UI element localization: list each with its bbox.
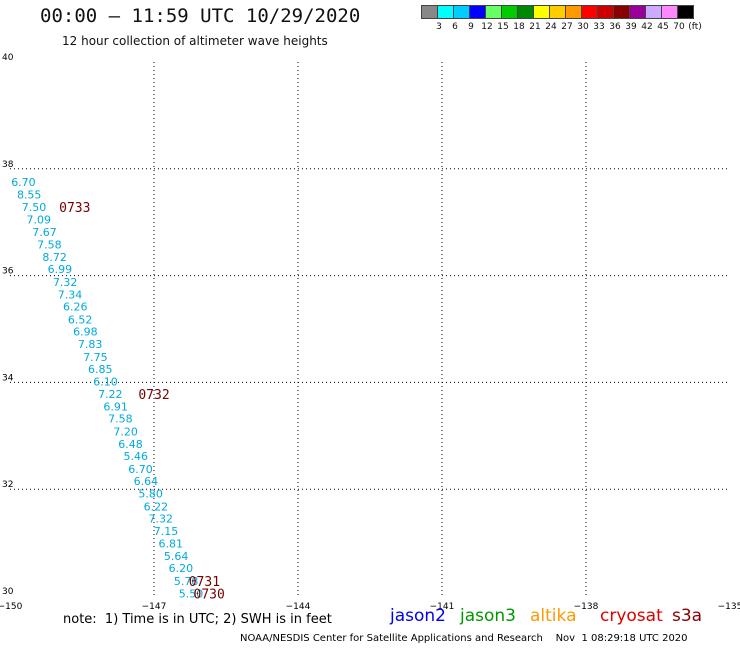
x-tick-label: −135 xyxy=(718,602,740,612)
legend-label: 36 xyxy=(609,22,621,32)
wave-height-point: 7.32 xyxy=(53,276,78,289)
satellite-label-altika: altika xyxy=(530,606,577,626)
wave-height-point: 5.80 xyxy=(138,487,163,500)
satellite-label-jason3: jason3 xyxy=(460,606,516,626)
legend-label: 21 xyxy=(529,22,541,32)
legend-label: 18 xyxy=(513,22,525,32)
legend-label: 27 xyxy=(561,22,573,32)
wave-height-point: 6.26 xyxy=(63,301,88,314)
x-tick-label: −144 xyxy=(286,602,311,612)
x-tick-label: −141 xyxy=(430,602,455,612)
wave-height-point: 7.83 xyxy=(78,338,103,351)
legend-label: 24 xyxy=(545,22,557,32)
wave-height-point: 7.22 xyxy=(98,388,123,401)
legend-label: 9 xyxy=(468,22,474,32)
legend-label: 3 xyxy=(436,22,442,32)
legend-label: 42 xyxy=(641,22,653,32)
wave-height-point: 6.10 xyxy=(93,375,118,388)
wave-height-point: 5.78 xyxy=(174,575,199,588)
wave-height-point: 6.22 xyxy=(144,500,169,513)
wave-height-point: 6.81 xyxy=(159,538,184,551)
wave-height-point: 7.34 xyxy=(58,288,83,301)
wave-height-point: 7.67 xyxy=(32,226,57,239)
wave-height-point: 7.09 xyxy=(27,214,52,227)
wave-height-point: 7.50 xyxy=(22,201,47,214)
pass-time-label: 0730 xyxy=(194,587,225,602)
legend-label: 6 xyxy=(452,22,458,32)
satellite-label-cryosat: cryosat xyxy=(600,606,663,626)
wave-height-point: 5.46 xyxy=(124,450,149,463)
y-tick-label: 40 xyxy=(2,53,14,63)
wave-height-point: 6.64 xyxy=(134,475,159,488)
pass-time-label: 0732 xyxy=(138,388,169,403)
wave-height-point: 6.91 xyxy=(103,400,128,413)
wave-height-point: 6.85 xyxy=(88,363,113,376)
chart-subtitle: 12 hour collection of altimeter wave hei… xyxy=(62,34,328,48)
y-tick-label: 36 xyxy=(2,267,14,277)
y-tick-label: 30 xyxy=(2,587,14,597)
wave-height-point: 5.50 xyxy=(179,587,204,600)
legend-label: 15 xyxy=(497,22,509,32)
satellite-label-jason2: jason2 xyxy=(390,606,446,626)
color-scale-legend xyxy=(421,5,694,19)
wave-height-point: 7.20 xyxy=(113,426,138,439)
legend-label: 33 xyxy=(593,22,605,32)
chart-credit: NOAA/NESDIS Center for Satellite Applica… xyxy=(240,633,688,644)
chart-note: note: 1) Time is in UTC; 2) SWH is in fe… xyxy=(63,612,332,627)
wave-height-point: 7.15 xyxy=(154,525,179,538)
wave-height-point: 6.98 xyxy=(73,326,98,339)
wave-height-point: 6.52 xyxy=(68,313,93,326)
x-tick-label: −147 xyxy=(142,602,167,612)
x-tick-label: −138 xyxy=(574,602,599,612)
y-tick-label: 38 xyxy=(2,160,14,170)
wave-height-point: 6.70 xyxy=(11,176,36,189)
wave-height-point: 8.72 xyxy=(42,251,67,264)
x-tick-label: −150 xyxy=(0,602,23,612)
pass-time-label: 0731 xyxy=(189,575,220,590)
legend-label: 45 xyxy=(657,22,669,32)
legend-label: (ft) xyxy=(688,22,702,32)
wave-height-point: 6.99 xyxy=(48,263,73,276)
y-tick-label: 32 xyxy=(2,480,13,490)
wave-height-point: 6.20 xyxy=(169,562,194,575)
wave-height-point: 7.58 xyxy=(37,239,62,252)
satellite-label-s3a: s3a xyxy=(672,606,703,626)
wave-height-point: 7.58 xyxy=(108,413,133,426)
legend-label: 39 xyxy=(625,22,637,32)
legend-label: 70 xyxy=(673,22,685,32)
legend-label: 30 xyxy=(577,22,589,32)
legend-swatch-16 xyxy=(677,5,694,19)
pass-time-label: 0733 xyxy=(59,201,90,216)
y-tick-label: 34 xyxy=(2,373,14,383)
chart-title: 00:00 – 11:59 UTC 10/29/2020 xyxy=(40,5,361,27)
wave-height-point: 5.64 xyxy=(164,550,189,563)
wave-height-point: 6.70 xyxy=(128,463,153,476)
legend-label: 12 xyxy=(481,22,493,32)
wave-height-point: 6.48 xyxy=(118,438,143,451)
wave-height-point: 8.55 xyxy=(17,188,42,201)
wave-height-point: 7.75 xyxy=(83,351,108,364)
wave-height-point: 7.32 xyxy=(148,513,173,526)
